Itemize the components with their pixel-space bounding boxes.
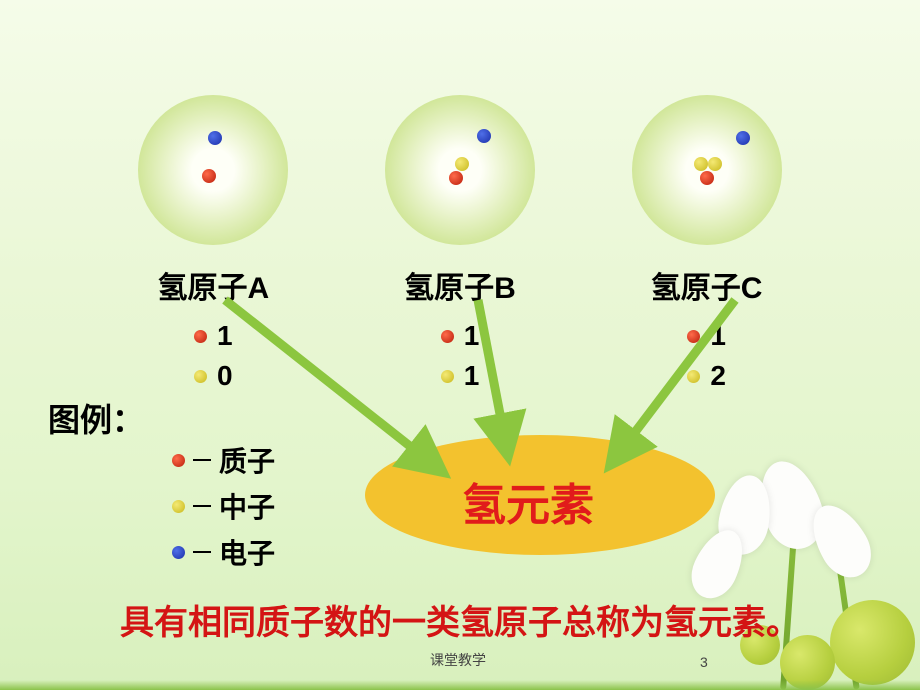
particle-dot (455, 157, 469, 171)
element-text: 氢元素 (462, 469, 594, 533)
atom-circle (632, 95, 782, 245)
proton-count-row: 1 (687, 320, 726, 352)
proton-count-row: 1 (441, 320, 480, 352)
atom-circle (385, 95, 535, 245)
particle-dot (208, 131, 222, 145)
particle-dot (694, 157, 708, 171)
proton-dot-icon (194, 330, 207, 343)
atom-column: 氢原子B (385, 95, 535, 307)
counts-row: 101112 (0, 320, 920, 392)
neutron-dot-icon (441, 370, 454, 383)
atom-column: 氢原子C (632, 95, 782, 307)
bottom-sentence: 具有相同质子数的一类氢原子总称为氢元素。 (0, 595, 920, 644)
neutron-count: 2 (710, 360, 726, 392)
neutron-count: 0 (217, 360, 233, 392)
atoms-row: 氢原子A 氢原子B 氢原子C (0, 95, 920, 307)
legend-dot-icon (172, 454, 185, 467)
legend-label-text: 质子 (219, 440, 275, 480)
neutron-dot-icon (687, 370, 700, 383)
particle-dot (736, 131, 750, 145)
count-column: 11 (441, 320, 480, 392)
legend-row: 质子 (172, 440, 275, 480)
decorative-grass (0, 680, 920, 690)
particle-dot (449, 171, 463, 185)
proton-dot-icon (687, 330, 700, 343)
legend-block: 质子中子电子 (172, 440, 275, 572)
particle-dot (477, 129, 491, 143)
count-column: 10 (194, 320, 233, 392)
neutron-count-row: 0 (194, 360, 233, 392)
particle-dot (700, 171, 714, 185)
neutron-count: 1 (464, 360, 480, 392)
proton-count: 1 (710, 320, 726, 352)
legend-dash (193, 551, 211, 553)
neutron-count-row: 2 (687, 360, 726, 392)
particle-dot (202, 169, 216, 183)
legend-label-text: 中子 (219, 486, 275, 526)
legend-dash (193, 459, 211, 461)
proton-count: 1 (217, 320, 233, 352)
legend-dot-icon (172, 546, 185, 559)
legend-dash (193, 505, 211, 507)
legend-row: 电子 (172, 532, 275, 572)
atom-label: 氢原子C (651, 263, 763, 307)
proton-dot-icon (441, 330, 454, 343)
atom-label: 氢原子A (157, 263, 269, 307)
particle-dot (708, 157, 722, 171)
count-column: 12 (687, 320, 726, 392)
neutron-dot-icon (194, 370, 207, 383)
atom-label: 氢原子B (404, 263, 516, 307)
legend-title: 图例： (48, 395, 144, 441)
proton-count-row: 1 (194, 320, 233, 352)
atom-column: 氢原子A (138, 95, 288, 307)
footer-page-number: 3 (700, 654, 708, 670)
footer-center: 课堂教学 (430, 650, 486, 670)
proton-count: 1 (464, 320, 480, 352)
neutron-count-row: 1 (441, 360, 480, 392)
legend-label-text: 电子 (219, 532, 275, 572)
atom-circle (138, 95, 288, 245)
legend-row: 中子 (172, 486, 275, 526)
legend-dot-icon (172, 500, 185, 513)
